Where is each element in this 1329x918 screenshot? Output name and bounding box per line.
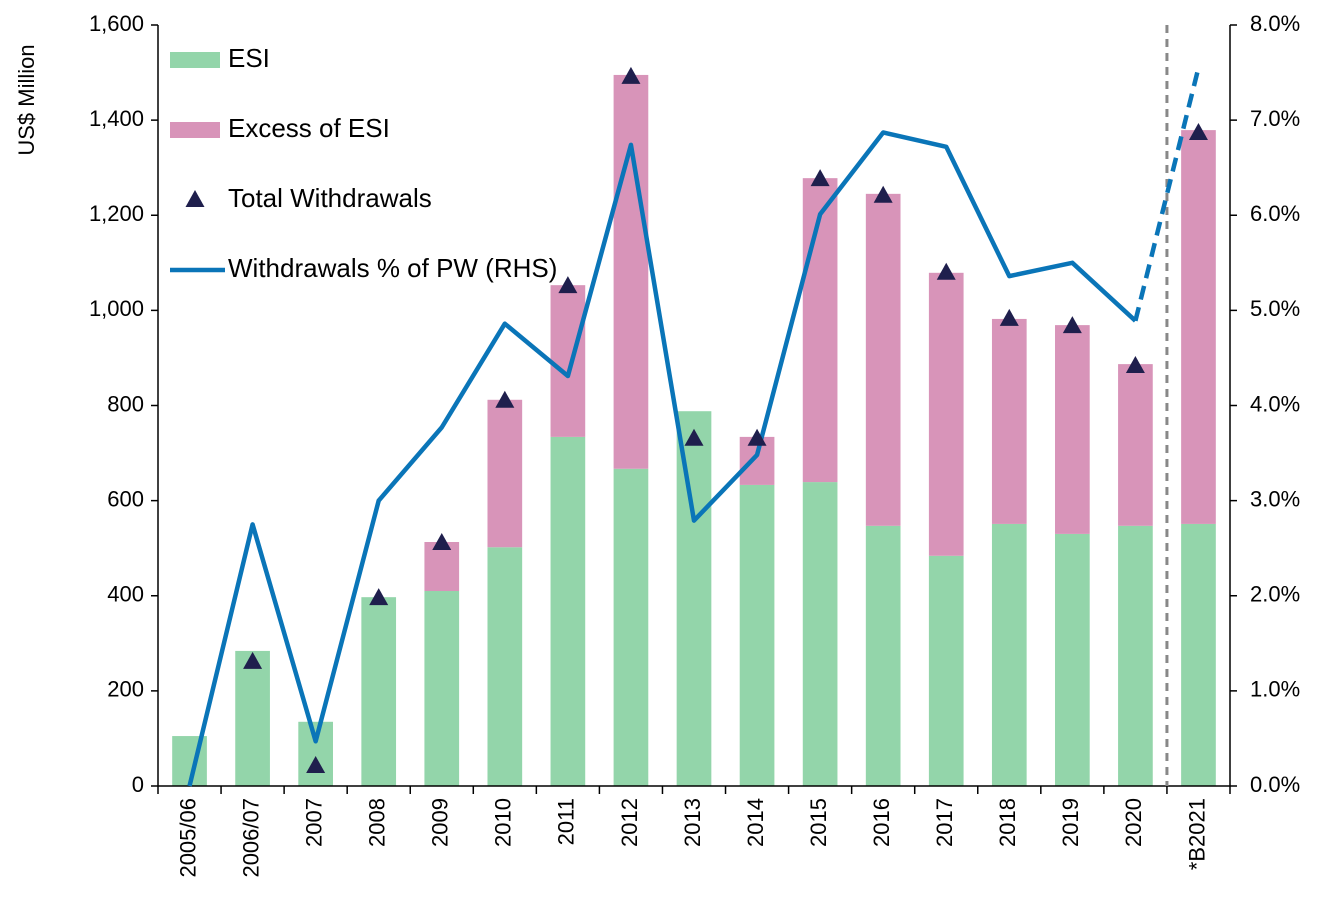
bar: [739, 484, 775, 786]
y2-tick-label: 2.0%: [1250, 582, 1300, 607]
legend-label: Total Withdrawals: [228, 183, 432, 213]
legend-label: Withdrawals % of PW (RHS): [228, 253, 557, 283]
y2-tick-label: 1.0%: [1250, 677, 1300, 702]
bar: [1055, 325, 1090, 534]
bar: [298, 721, 333, 786]
bar: [991, 523, 1027, 786]
x-tick-label: 2020: [1121, 798, 1146, 847]
marker: [369, 588, 389, 606]
bar: [613, 468, 649, 786]
x-tick-label: 2006/07: [238, 798, 263, 878]
marker: [1062, 316, 1082, 334]
x-tick-label: *B2021: [1184, 798, 1209, 870]
y2-tick-label: 8.0%: [1250, 11, 1300, 36]
x-tick-label: 2012: [617, 798, 642, 847]
y-tick-label: 200: [107, 677, 144, 702]
bar: [865, 193, 901, 526]
marker: [306, 756, 326, 774]
marker: [243, 651, 263, 669]
y-tick-label: 400: [107, 582, 144, 607]
bar: [1181, 130, 1216, 524]
x-tick-label: 2017: [932, 798, 957, 847]
x-tick-label: 2014: [743, 798, 768, 847]
y-tick-label: 0: [132, 772, 144, 797]
legend-swatch: [185, 190, 205, 207]
x-tick-label: 2018: [995, 798, 1020, 847]
x-tick-label: 2011: [554, 798, 579, 845]
bar: [235, 650, 270, 786]
y2-tick-label: 3.0%: [1250, 486, 1300, 511]
y2-tick-label: 0.0%: [1250, 772, 1300, 797]
marker: [810, 169, 830, 187]
bar: [991, 318, 1027, 524]
marker: [1188, 122, 1208, 140]
legend-label: Excess of ESI: [228, 113, 390, 143]
bar: [802, 178, 838, 483]
bar: [361, 597, 397, 786]
y-tick-label: 1,000: [89, 296, 144, 321]
marker: [432, 532, 452, 550]
marker: [999, 308, 1019, 326]
y-tick-label: 1,600: [89, 11, 144, 36]
bar: [550, 285, 586, 437]
x-tick-label: 2007: [301, 798, 326, 847]
x-tick-label: 2009: [428, 798, 453, 847]
y-axis-label: US$ Million: [14, 44, 39, 155]
x-tick-label: 2005/06: [175, 798, 200, 878]
bar: [1181, 523, 1216, 786]
marker: [1125, 356, 1145, 374]
legend-label: ESI: [228, 43, 270, 73]
y2-tick-label: 5.0%: [1250, 296, 1300, 321]
y-tick-label: 600: [107, 486, 144, 511]
bar: [1118, 364, 1153, 526]
bar: [865, 525, 901, 786]
bar: [928, 272, 964, 556]
x-tick-label: 2013: [680, 798, 705, 847]
line: [187, 130, 1137, 787]
bar: [928, 555, 964, 786]
bar: [802, 482, 838, 786]
marker: [747, 428, 767, 446]
y2-tick-label: 6.0%: [1250, 201, 1300, 226]
bar: [424, 590, 460, 786]
marker: [621, 66, 641, 84]
x-tick-label: 2008: [365, 798, 390, 847]
marker: [558, 276, 578, 294]
bar: [487, 399, 523, 548]
bar: [424, 542, 460, 591]
bar: [676, 411, 712, 786]
marker: [936, 262, 956, 280]
y-tick-label: 800: [107, 391, 144, 416]
y-tick-label: 1,200: [89, 201, 144, 226]
x-tick-label: 2016: [869, 798, 894, 847]
y-tick-label: 1,400: [89, 106, 144, 131]
bar: [1055, 533, 1090, 786]
y2-tick-label: 7.0%: [1250, 106, 1300, 131]
bar: [550, 436, 586, 786]
marker: [873, 185, 893, 203]
legend-swatch: [170, 52, 220, 68]
x-tick-label: 2010: [491, 798, 516, 847]
y2-tick-label: 4.0%: [1250, 391, 1300, 416]
marker: [495, 390, 515, 408]
bar: [613, 74, 649, 469]
legend-swatch: [170, 122, 220, 138]
bar: [1118, 525, 1153, 786]
bar: [487, 547, 523, 786]
x-tick-label: 2015: [806, 798, 831, 847]
x-tick-label: 2019: [1058, 798, 1083, 847]
marker: [684, 428, 704, 446]
